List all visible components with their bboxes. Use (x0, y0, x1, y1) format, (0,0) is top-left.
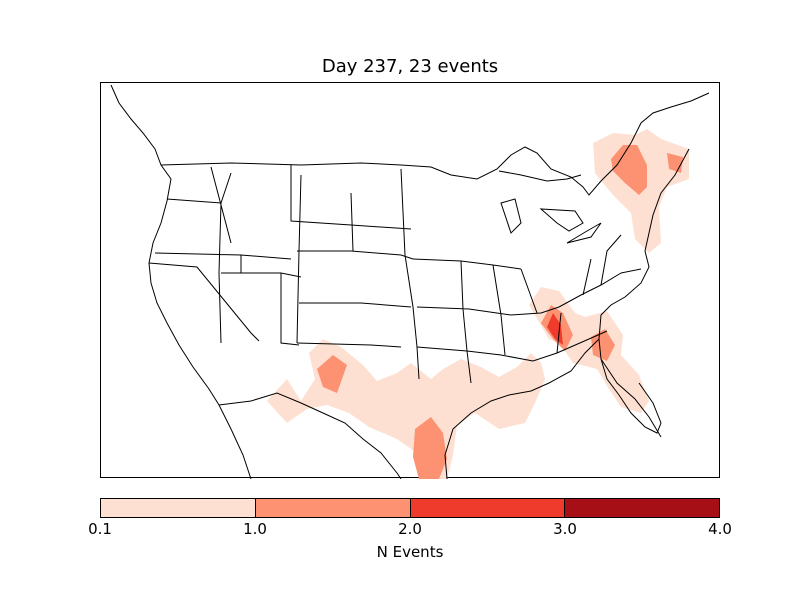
colorbar-segment-3 (410, 499, 566, 517)
density-region-gulf-low (267, 339, 545, 479)
density-region-sc-mid (591, 329, 615, 361)
west-coastline (110, 84, 252, 479)
colorbar-tick-3: 3.0 (553, 520, 577, 538)
event-density-layer (267, 129, 689, 479)
colorbar-segment-1 (101, 499, 256, 517)
colorbar-label: N Events (376, 543, 444, 561)
borders-layer (110, 84, 710, 479)
colorbar-tick-2: 2.0 (398, 520, 422, 538)
map-area (100, 82, 720, 479)
state-lines-central (290, 165, 420, 380)
gulf-coastline (444, 338, 600, 479)
state-lines-west (148, 166, 302, 346)
colorbar-tick-4: 4.0 (708, 520, 732, 538)
colorbar-tick-0: 0.1 (88, 520, 112, 538)
density-region-southeast-low (529, 287, 649, 413)
east-coastline (598, 148, 690, 438)
florida-coast (600, 358, 662, 434)
density-region-nm-mid (317, 355, 347, 393)
map-title: Day 237, 23 events (321, 56, 499, 77)
density-region-texas-coast-mid (413, 417, 447, 479)
great-lakes (498, 170, 602, 244)
canada-border (160, 92, 710, 196)
colorbar-segment-2 (255, 499, 411, 517)
density-region-northeast-mid (611, 145, 647, 195)
colorbar-segment-4 (565, 499, 719, 517)
state-lines-east (412, 234, 642, 384)
mexico-border (218, 392, 402, 479)
us-map (110, 84, 710, 479)
colorbar-tick-1: 1.0 (243, 520, 267, 538)
colorbar (100, 498, 720, 518)
